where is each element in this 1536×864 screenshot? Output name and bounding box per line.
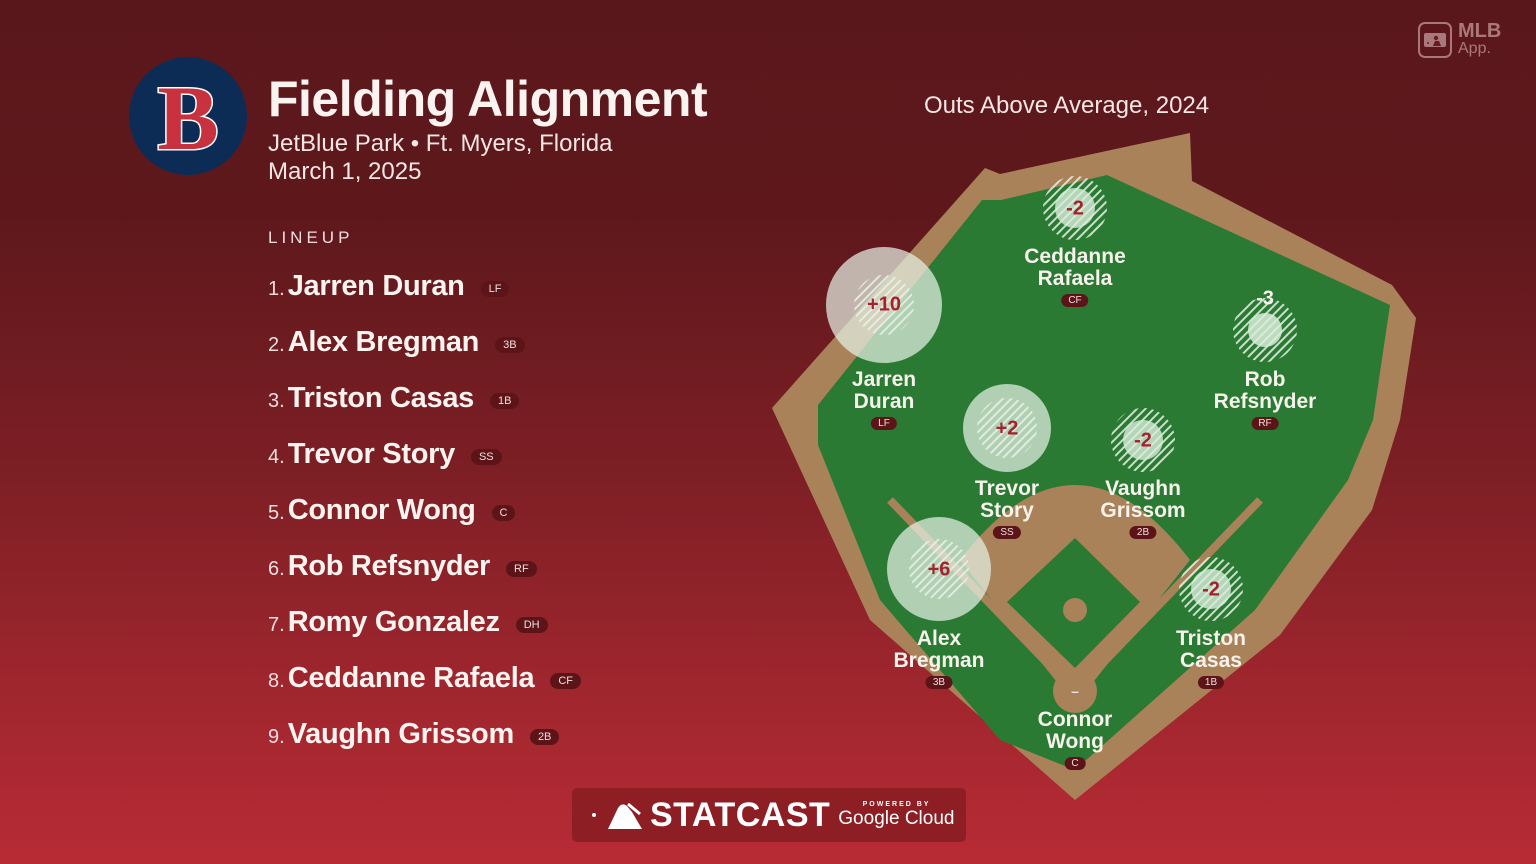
position-badge: LF	[871, 417, 897, 430]
position-badge: 1B	[489, 393, 520, 409]
lineup-row: 1. Jarren Duran LF	[268, 258, 581, 314]
lineup-row: 8. Ceddanne Rafaela CF	[268, 650, 581, 706]
player-name: Vaughn Grissom	[287, 717, 515, 750]
field-player-ss: Trevor Story SS	[974, 477, 1040, 539]
position-badge: 3B	[495, 337, 525, 353]
venue: JetBlue Park • Ft. Myers, Florida	[268, 130, 613, 157]
game-date: March 1, 2025	[268, 158, 422, 185]
statcast-banner: STATCAST POWERED BY Google Cloud	[572, 788, 966, 842]
position-badge: DH	[515, 617, 548, 633]
field-player-cf: Ceddanne Rafaela CF	[1024, 245, 1126, 307]
field-player-3b: Alex Bregman 3B	[893, 627, 985, 689]
mlb-app-logo: MLB App.	[1418, 21, 1501, 58]
home-plate-area	[1053, 669, 1097, 713]
lineup-heading: LINEUP	[268, 228, 354, 247]
lineup-list: 1. Jarren Duran LF 2. Alex Bregman 3B 3. Tris…	[268, 258, 581, 762]
oaa-value-rf: -3	[1256, 287, 1274, 310]
oaa-value-2b: -2	[1134, 429, 1152, 452]
oaa-bubble-1b	[1179, 557, 1243, 621]
position-badge: 2B	[1129, 526, 1157, 539]
oaa-bubble-rf	[1233, 298, 1297, 362]
page-title: Fielding Alignment	[268, 71, 708, 127]
venue-info: JetBlue Park • Ft. Myers, Florida March …	[268, 130, 613, 186]
oaa-bubble-cf	[1043, 176, 1107, 240]
field-player-1b: Triston Casas 1B	[1175, 627, 1247, 689]
player-name: Jarren Duran	[287, 269, 465, 302]
position-badge: CF	[1061, 294, 1089, 307]
oaa-bubble-ss	[963, 384, 1051, 472]
player-name: Romy Gonzalez	[287, 605, 500, 638]
position-badge: CF	[550, 673, 581, 689]
google-cloud-label: Google Cloud	[838, 807, 955, 829]
oaa-value-c: –	[1071, 683, 1079, 699]
svg-text:B: B	[157, 67, 218, 169]
lineup-row: 5. Connor Wong C	[268, 482, 581, 538]
player-name: Alex Bregman	[287, 325, 480, 358]
position-badge: RF	[506, 561, 537, 577]
field-player-2b: Vaughn Grissom 2B	[1100, 477, 1186, 539]
lineup-row: 4. Trevor Story SS	[268, 426, 581, 482]
oaa-value-lf: +10	[867, 293, 901, 316]
oaa-value-cf: -2	[1066, 197, 1084, 220]
oaa-title: Outs Above Average, 2024	[924, 92, 1210, 119]
team-logo: B	[129, 57, 247, 175]
oaa-value-3b: +6	[927, 558, 951, 581]
pitchers-mound	[1063, 598, 1087, 622]
position-badge: 3B	[925, 676, 953, 689]
lineup-row: 6. Rob Refsnyder RF	[268, 538, 581, 594]
lineup-row: 7. Romy Gonzalez DH	[268, 594, 581, 650]
position-badge: 1B	[1197, 676, 1225, 689]
lineup-row: 9. Vaughn Grissom 2B	[268, 706, 581, 762]
position-badge: C	[1064, 757, 1086, 770]
oaa-bubble-3b	[887, 517, 991, 621]
position-badge: LF	[480, 281, 510, 297]
powered-by: POWERED BY Google Cloud	[838, 800, 955, 829]
statcast-label: STATCAST	[650, 795, 831, 834]
position-badge: RF	[1251, 417, 1279, 430]
player-name: Rob Refsnyder	[287, 549, 491, 582]
player-name: Ceddanne Rafaela	[287, 661, 535, 694]
oaa-bubble-lf	[826, 247, 942, 363]
oaa-value-ss: +2	[995, 417, 1019, 440]
dot-icon	[592, 813, 596, 817]
field-player-c: Connor Wong C	[1037, 708, 1113, 770]
lineup-row: 2. Alex Bregman 3B	[268, 314, 581, 370]
lineup-row: 3. Triston Casas 1B	[268, 370, 581, 426]
red-sox-b-icon: B	[156, 66, 220, 171]
position-badge: SS	[993, 526, 1021, 539]
position-badge: C	[491, 505, 516, 521]
player-name: Trevor Story	[287, 437, 456, 470]
oaa-bubble-2b	[1111, 408, 1175, 472]
position-badge: SS	[470, 449, 502, 465]
field-player-rf: Rob Refsnyder RF	[1213, 368, 1317, 430]
player-name: Connor Wong	[287, 493, 476, 526]
field-player-lf: Jarren Duran LF	[851, 368, 917, 430]
oaa-value-1b: -2	[1202, 578, 1220, 601]
position-badge: 2B	[529, 729, 560, 745]
player-name: Triston Casas	[287, 381, 475, 414]
mlb-batter-silhouette-icon	[608, 802, 642, 829]
mlb-batter-icon	[1418, 22, 1452, 58]
